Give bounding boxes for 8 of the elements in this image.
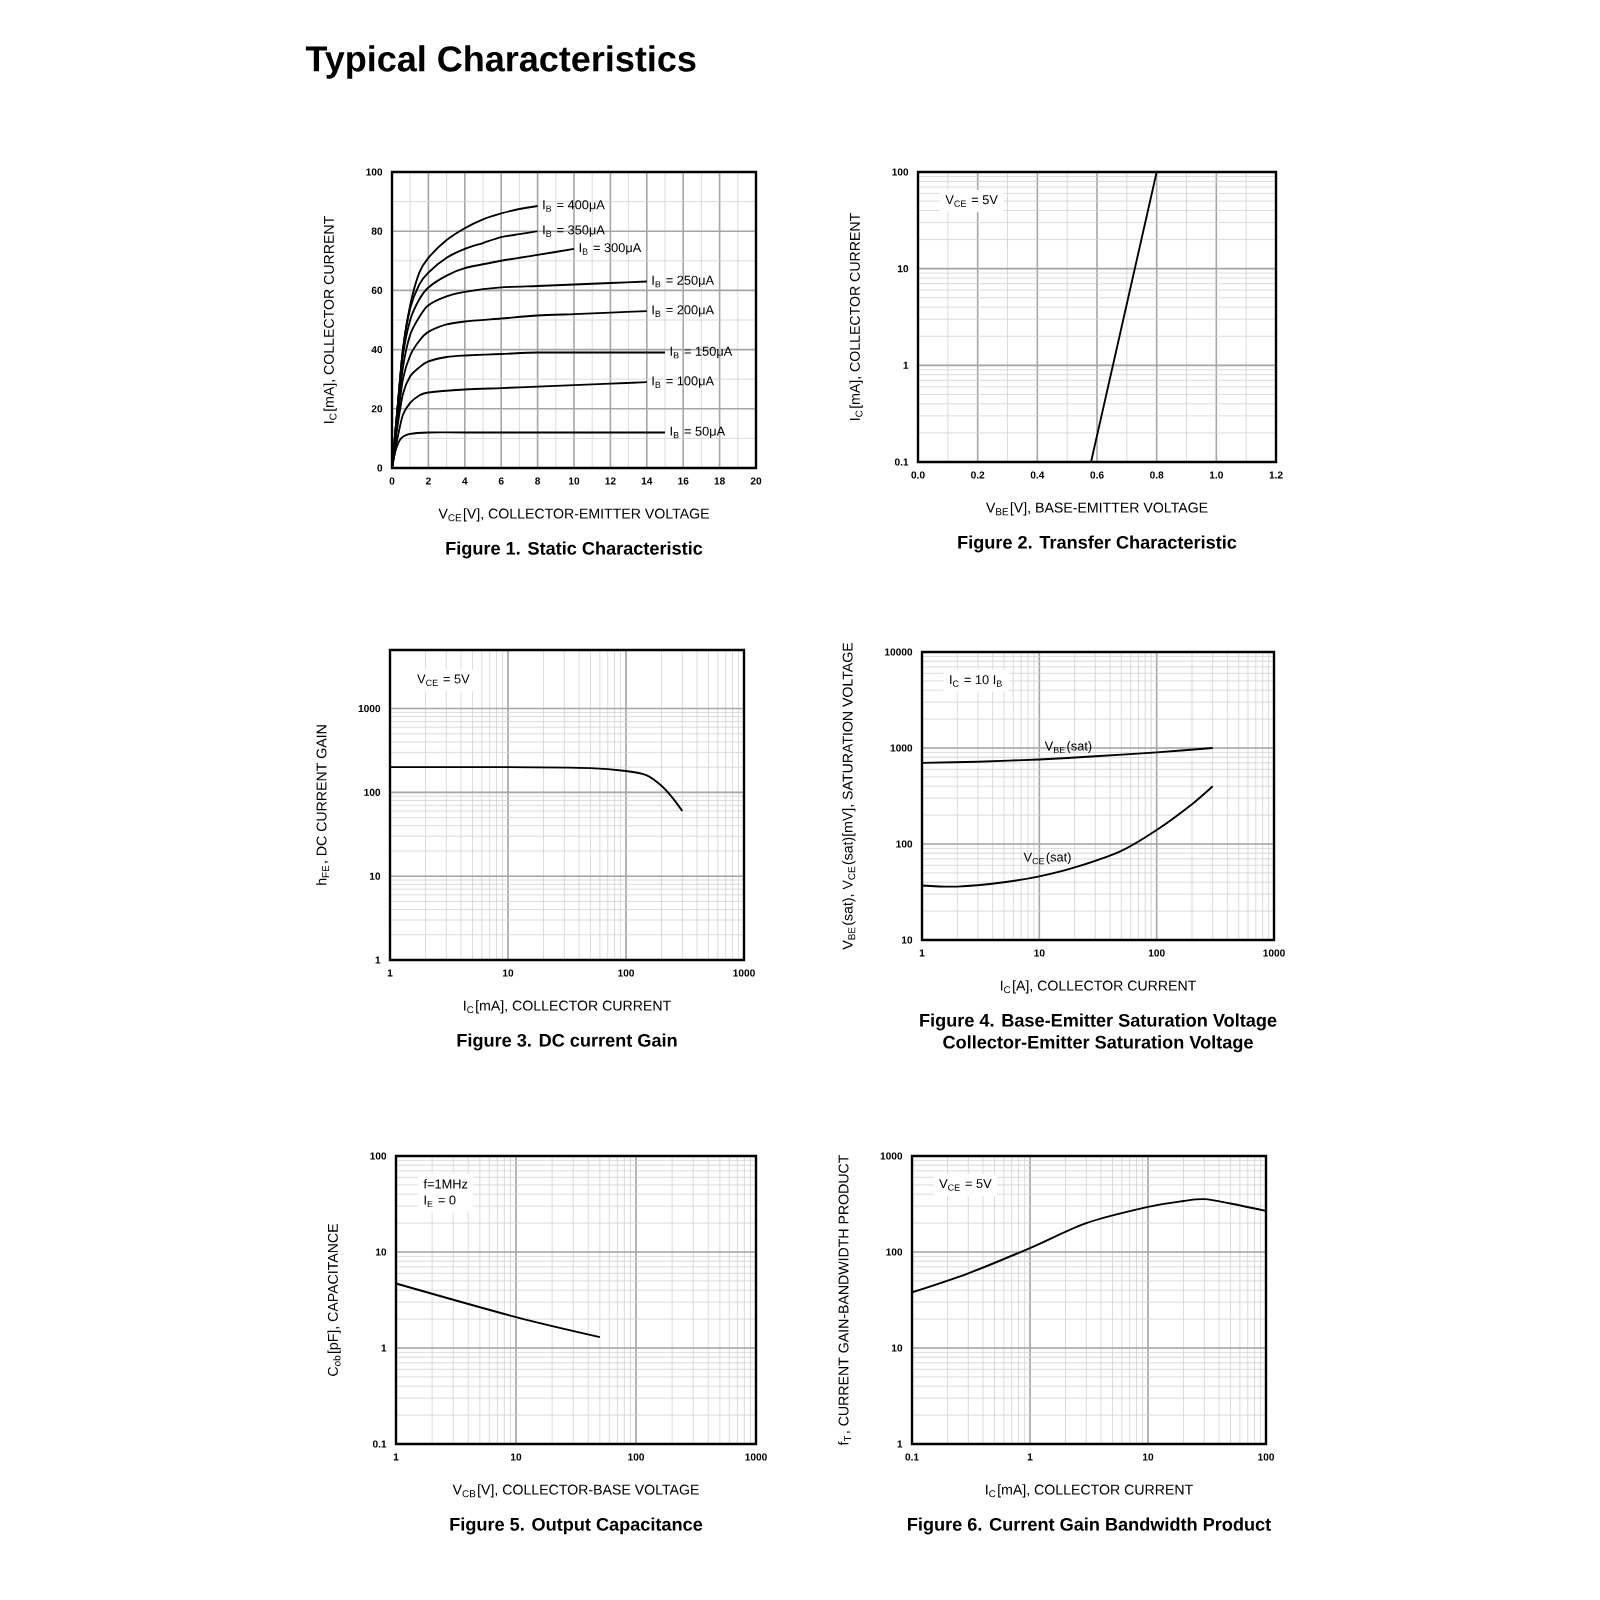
text: Figure 6. Current Gain Bandwidth Product bbox=[908, 1517, 1271, 1535]
text: Collector-Emitter Saturation Voltage bbox=[943, 1035, 1253, 1053]
text: Figure 1. Static Characteristic bbox=[446, 541, 703, 559]
text: Figure 5. Output Capacitance bbox=[450, 1517, 703, 1535]
text: Typical Characteristics bbox=[305, 45, 696, 79]
text: Figure 2. Transfer Characteristic bbox=[958, 535, 1237, 553]
text: Figure 4. Base-Emitter Saturation Voltage bbox=[920, 1013, 1277, 1031]
text: Figure 3. DC current Gain bbox=[457, 1033, 677, 1051]
